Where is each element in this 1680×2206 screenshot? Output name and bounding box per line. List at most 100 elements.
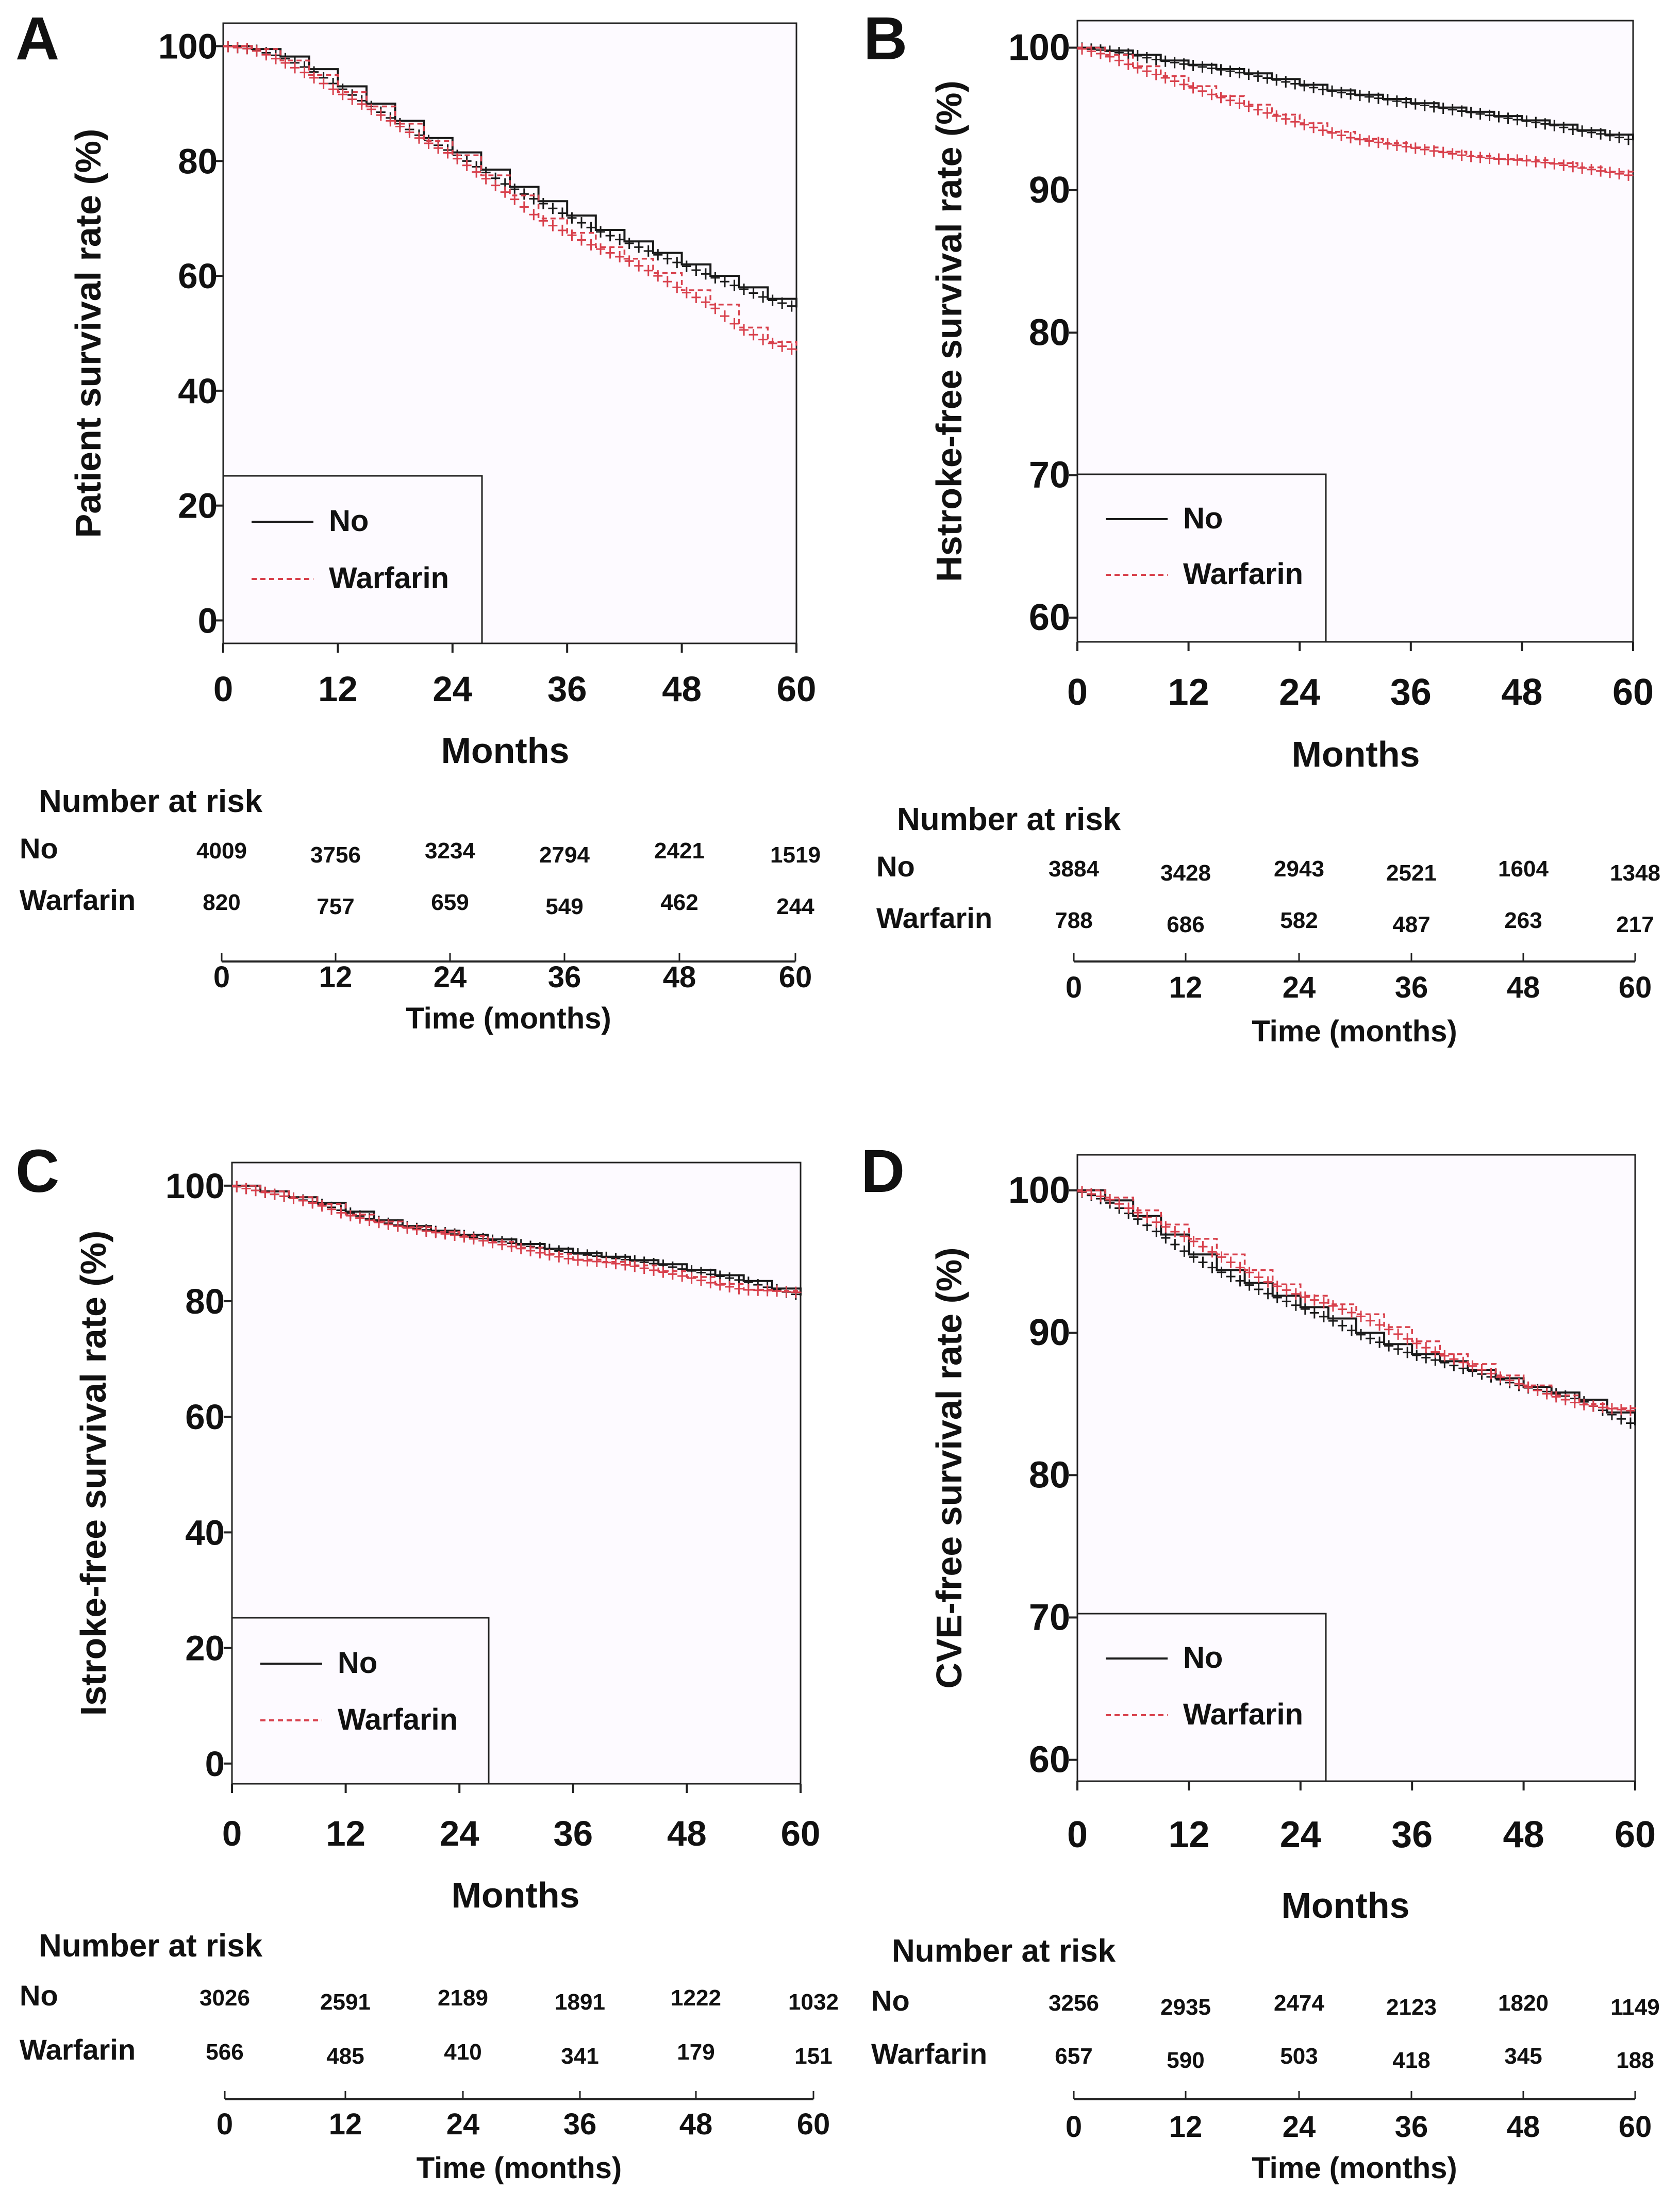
censor-mark: [567, 212, 577, 224]
risk-axis-tick-label: 60: [779, 960, 812, 994]
censor-mark: [605, 230, 615, 242]
censor-mark: [1356, 1329, 1366, 1340]
censor-mark: [1523, 1381, 1533, 1393]
risk-value: 590: [1167, 2048, 1204, 2073]
censor-mark: [1477, 1364, 1487, 1375]
censor-mark: [1244, 1267, 1254, 1279]
censor-mark: [1560, 1394, 1570, 1405]
censor-mark: [431, 1226, 441, 1238]
censor-mark: [357, 98, 367, 110]
y-tick-label: 0: [205, 1744, 225, 1784]
x-tick-label: 12: [1168, 672, 1209, 713]
censor-mark: [1550, 158, 1559, 170]
censor-mark: [696, 1274, 706, 1286]
censor-mark: [1346, 132, 1356, 144]
censor-mark: [1364, 91, 1374, 103]
censor-mark: [535, 1247, 545, 1259]
legend-label-warfarin: Warfarin: [1183, 1698, 1303, 1731]
censor-mark: [1272, 110, 1282, 122]
censor-mark: [1217, 1251, 1226, 1263]
censor-mark: [481, 173, 491, 185]
censor-mark: [1281, 76, 1291, 88]
censor-mark: [1475, 152, 1485, 163]
risk-row-label: No: [876, 850, 915, 883]
censor-mark: [1551, 1391, 1561, 1403]
censor-mark: [1485, 109, 1494, 121]
censor-mark: [1410, 142, 1420, 154]
censor-mark: [1383, 138, 1392, 150]
censor-mark: [1522, 115, 1532, 127]
censor-mark: [1522, 155, 1532, 167]
x-tick-label: 24: [433, 669, 472, 709]
risk-value: 2189: [438, 1985, 488, 2011]
censor-mark: [548, 220, 558, 231]
censor-mark: [1366, 1315, 1375, 1326]
censor-mark: [338, 89, 347, 101]
censor-mark: [1337, 129, 1346, 141]
censor-mark: [1542, 1388, 1552, 1400]
censor-mark: [1579, 1399, 1589, 1411]
censor-mark: [290, 62, 300, 74]
censor-mark: [1235, 1262, 1245, 1273]
censor-mark: [1179, 78, 1189, 90]
legend-box: [231, 1617, 490, 1785]
censor-mark: [1300, 1303, 1310, 1315]
censor-mark: [1197, 85, 1207, 97]
censor-mark: [1124, 1202, 1134, 1214]
censor-mark: [586, 222, 596, 234]
censor-mark: [573, 1254, 583, 1266]
risk-table-title: Number at risk: [892, 1933, 1116, 1969]
risk-axis-tick-label: 48: [679, 2108, 713, 2141]
risk-axis-tick-label: 12: [329, 2108, 362, 2141]
censor-mark: [1505, 1374, 1515, 1386]
risk-axis-tick-label: 0: [217, 2108, 233, 2141]
censor-mark: [677, 1270, 687, 1282]
censor-mark: [1412, 1337, 1422, 1349]
risk-row-label: Warfarin: [20, 884, 136, 916]
censor-mark: [1384, 1323, 1394, 1335]
censor-mark: [653, 270, 663, 282]
censor-mark: [367, 104, 376, 115]
risk-axis-tick-label: 12: [1169, 971, 1203, 1004]
x-tick-label: 12: [318, 669, 358, 709]
censor-mark: [308, 1197, 318, 1209]
censor-mark: [1105, 51, 1115, 63]
censor-mark: [1161, 1232, 1171, 1244]
risk-axis-tick-label: 60: [797, 2108, 830, 2141]
x-tick-label: 60: [781, 1814, 821, 1853]
censor-mark: [395, 121, 405, 132]
y-tick-label: 0: [198, 601, 218, 640]
censor-mark: [1449, 1353, 1459, 1365]
risk-row-label: No: [871, 1984, 910, 2017]
risk-value: 1891: [555, 1989, 605, 2015]
censor-mark: [662, 253, 672, 264]
x-tick-label: 60: [777, 669, 817, 709]
censor-mark: [1393, 1343, 1403, 1355]
risk-value: 410: [444, 2039, 481, 2065]
risk-row-label: No: [20, 1979, 58, 2012]
censor-mark: [710, 272, 720, 284]
risk-value: 418: [1392, 2048, 1430, 2073]
censor-mark: [1253, 70, 1263, 82]
x-tick-label: 36: [1390, 672, 1432, 713]
series-line-warfarin: [1077, 1189, 1636, 1412]
censor-mark: [1225, 94, 1235, 106]
censor-mark: [1466, 107, 1476, 119]
y-tick-label: 60: [185, 1397, 225, 1437]
censor-mark: [1605, 129, 1615, 141]
censor-mark: [1403, 1347, 1412, 1358]
censor-mark: [1151, 54, 1161, 65]
legend-label-warfarin: Warfarin: [329, 561, 449, 595]
censor-mark: [1226, 1271, 1236, 1283]
censor-mark: [1328, 1300, 1338, 1312]
censor-mark: [1616, 1404, 1626, 1416]
censor-mark: [1319, 1311, 1328, 1322]
risk-value: 341: [561, 2044, 598, 2069]
censor-mark: [1115, 1198, 1124, 1210]
legend-label-no: No: [1183, 502, 1223, 535]
censor-mark: [1615, 131, 1624, 143]
censor-mark: [725, 1281, 735, 1292]
censor-mark: [672, 281, 682, 293]
censor-mark: [701, 296, 710, 308]
